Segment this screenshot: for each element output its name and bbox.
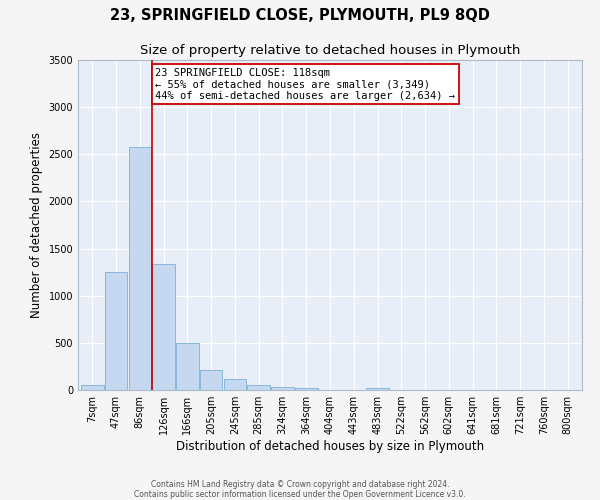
Text: Contains HM Land Registry data © Crown copyright and database right 2024.
Contai: Contains HM Land Registry data © Crown c…: [134, 480, 466, 499]
Text: 23, SPRINGFIELD CLOSE, PLYMOUTH, PL9 8QD: 23, SPRINGFIELD CLOSE, PLYMOUTH, PL9 8QD: [110, 8, 490, 22]
X-axis label: Distribution of detached houses by size in Plymouth: Distribution of detached houses by size …: [176, 440, 484, 453]
Bar: [224, 379, 246, 390]
Bar: [81, 386, 104, 390]
Bar: [128, 146, 151, 390]
Y-axis label: Number of detached properties: Number of detached properties: [30, 132, 43, 318]
Text: 23 SPRINGFIELD CLOSE: 118sqm
← 55% of detached houses are smaller (3,349)
44% of: 23 SPRINGFIELD CLOSE: 118sqm ← 55% of de…: [155, 68, 455, 100]
Title: Size of property relative to detached houses in Plymouth: Size of property relative to detached ho…: [140, 44, 520, 58]
Bar: [152, 264, 175, 390]
Bar: [366, 388, 389, 390]
Bar: [105, 272, 127, 390]
Bar: [271, 387, 294, 390]
Bar: [200, 370, 223, 390]
Bar: [247, 386, 270, 390]
Bar: [295, 388, 317, 390]
Bar: [176, 343, 199, 390]
